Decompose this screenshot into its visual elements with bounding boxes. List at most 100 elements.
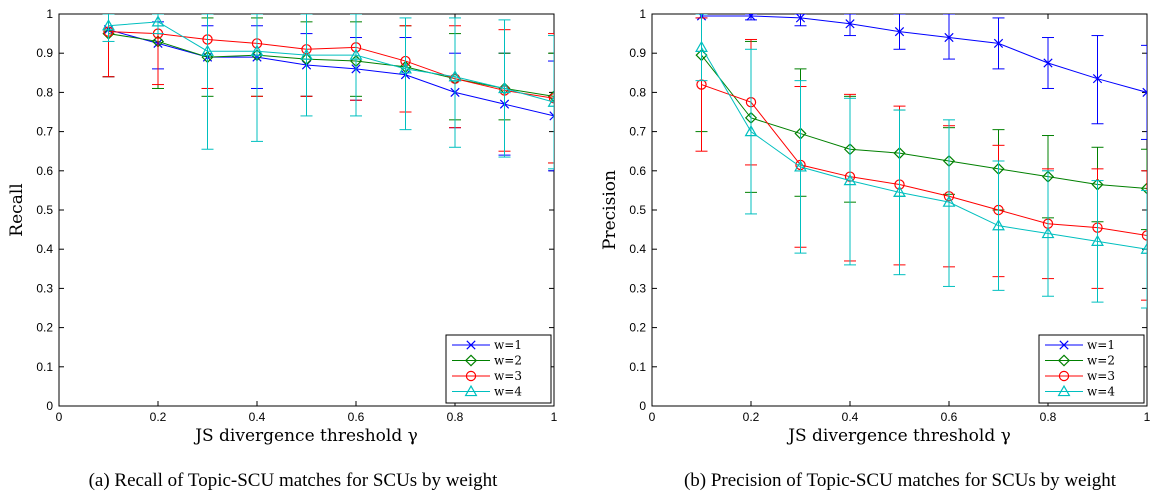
series-line [701,54,1147,189]
series-w=4 [102,14,554,170]
series-line [108,31,554,99]
data-point [399,62,412,74]
series-w=4 [695,14,1147,309]
recall-chart: 0 0.2 0.4 0.6 0.8 1 0 0.1 0.2 0.3 0.4 0.5 0.6 0.7 0.8 0… [7,7,558,446]
data-point [1140,242,1147,254]
y-tick-label: 0.4 [36,242,53,256]
series-w=2 [102,14,554,164]
data-point [1092,74,1103,84]
legend-marker [464,384,478,397]
y-tick-label: 0.2 [629,321,646,335]
data-point [349,48,363,60]
x-tick-label: 0.4 [249,410,266,424]
y-axis-label: Precision [600,170,620,250]
legend-entry: w=2 [1087,354,1115,368]
y-tick-label: 0.3 [36,281,53,295]
data-point [894,27,905,37]
y-tick-label: 0.5 [36,203,53,217]
legend-marker [466,340,476,350]
y-tick-label: 0.5 [629,203,646,217]
x-axis-label: JS divergence threshold γ [786,426,1011,446]
data-point [893,185,906,198]
series-line [108,29,554,117]
data-point [845,19,855,29]
data-point [843,173,857,186]
data-point [1142,87,1147,98]
data-point [695,40,708,52]
data-point [151,15,165,27]
data-point [1140,182,1147,195]
data-point [746,14,756,21]
x-tick-label: 0.8 [1040,410,1057,424]
series-line [701,15,1147,93]
legend-marker [1058,370,1070,382]
y-tick-label: 0.7 [36,125,53,139]
y-tick-label: 0.7 [629,125,646,139]
x-tick-label: 0 [56,410,63,424]
y-tick-label: 0.8 [36,85,53,99]
data-point [498,81,511,94]
data-point [1141,230,1147,241]
plot-area [695,14,1147,309]
series-w=1 [695,14,1147,140]
y-tick-label: 0.9 [629,46,646,60]
data-point [944,32,954,43]
legend-marker [1059,340,1069,350]
series-w=3 [695,17,1147,301]
legend-entry: w=4 [494,385,522,399]
x-tick-label: 0.2 [743,410,760,424]
data-point [547,95,554,107]
y-tick-label: 0.9 [36,46,53,60]
legend-entry: w=2 [494,354,522,368]
data-point [448,70,462,82]
data-point [1091,234,1104,247]
data-point [794,160,807,172]
series-w=1 [102,14,554,172]
legend-marker [1057,384,1071,397]
legend: w=1 w=2w=3 w=4 [1038,334,1145,404]
data-point [548,93,554,104]
series-w=3 [102,14,554,164]
y-tick-label: 0.8 [629,85,646,99]
x-tick-label: 0 [649,410,656,424]
y-tick-label: 0.4 [629,242,646,256]
legend-marker [464,354,478,367]
precision-chart: 0 0.2 0.4 0.6 0.8 1 0 0.1 0.2 0.3 0.4 0.5 0.6 0.7 0.8 0… [600,7,1151,446]
y-tick-label: 0.1 [36,360,53,374]
x-tick-label: 0.6 [941,410,958,424]
legend-entry: w=3 [1087,369,1115,383]
series-line [108,33,554,97]
x-tick-label: 1 [1144,410,1151,424]
x-tick-label: 0.2 [150,410,167,424]
legend-marker [1057,354,1071,367]
caption-b: (b) Precision of Topic-SCU matches for S… [684,470,1117,491]
data-point [549,111,554,121]
y-tick-label: 0 [639,399,646,413]
plot-area [102,14,554,172]
y-tick-label: 0.6 [629,164,646,178]
data-point [993,38,1004,49]
y-axis-label: Recall [7,183,27,236]
legend-marker [465,370,477,382]
series-line [701,84,1147,236]
x-axis-label: JS divergence threshold γ [193,426,418,446]
data-point [250,44,264,56]
data-point [992,219,1005,231]
data-point [102,19,115,31]
x-tick-label: 0.6 [348,410,365,424]
legend-entry: w=4 [1087,385,1115,399]
data-point [201,44,214,56]
y-tick-label: 0.1 [629,360,646,374]
data-point [1043,58,1053,68]
y-tick-label: 1 [639,7,646,21]
x-tick-label: 0.8 [447,410,464,424]
legend-entry: w=1 [1087,338,1115,352]
legend-entry: w=1 [494,338,522,352]
y-tick-label: 0.3 [629,281,646,295]
x-tick-label: 0.4 [842,410,859,424]
x-tick-label: 1 [551,410,558,424]
data-point [300,48,313,60]
series-line [701,47,1147,250]
series-line [108,21,554,103]
